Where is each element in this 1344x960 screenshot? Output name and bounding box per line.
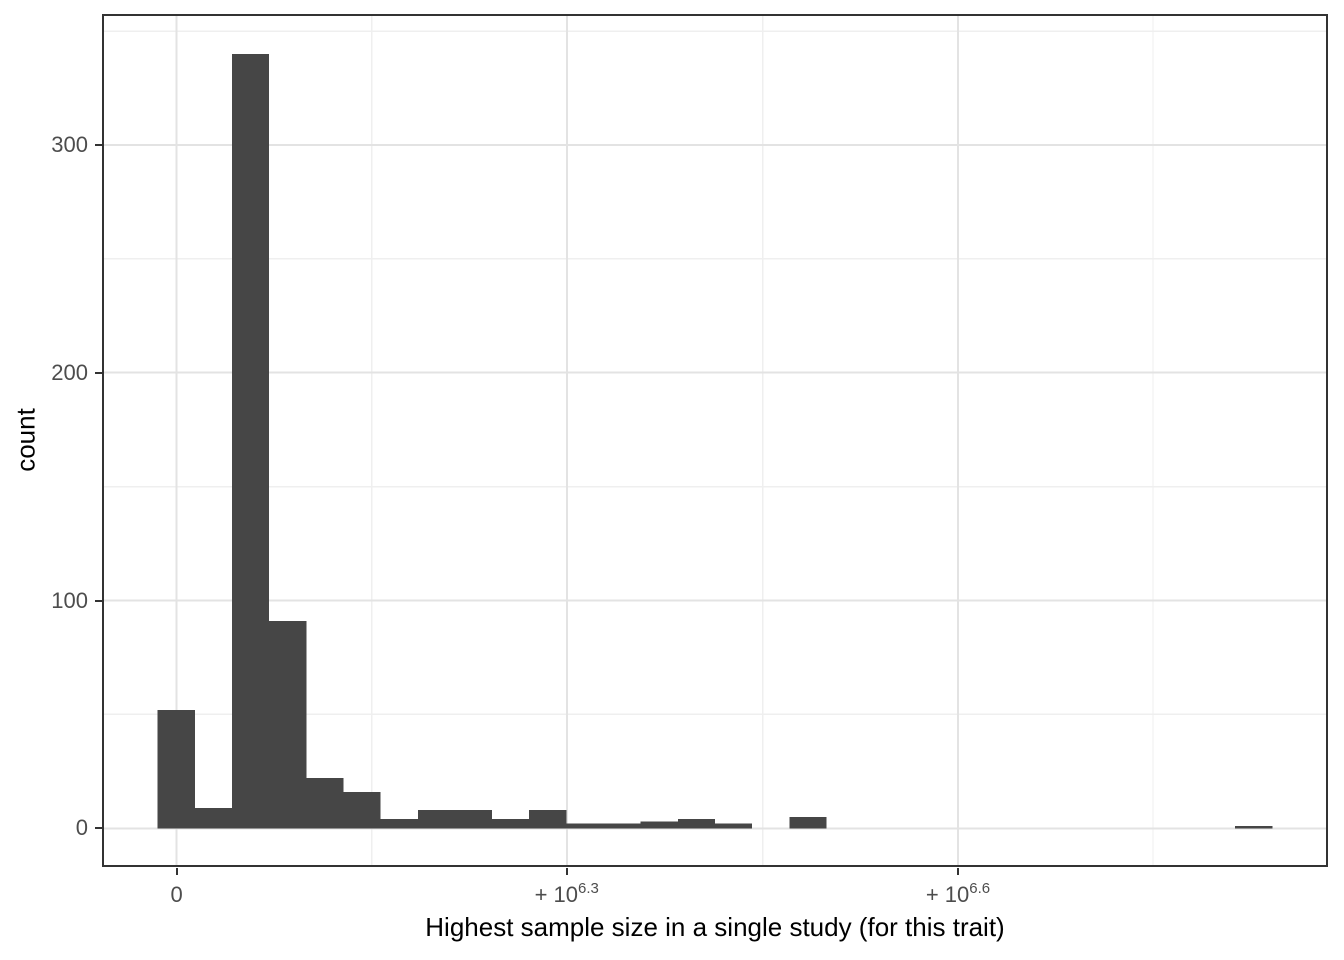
histogram-bar xyxy=(454,810,493,829)
histogram-bar xyxy=(603,823,641,829)
y-tick-label: 300 xyxy=(51,131,88,157)
y-tick-mark xyxy=(95,371,102,374)
histogram-bar xyxy=(194,807,233,829)
x-tick-label: + 106.6 xyxy=(925,880,991,907)
histogram-bar xyxy=(380,819,418,829)
y-axis-title: count xyxy=(10,408,41,472)
y-tick-mark xyxy=(95,827,102,830)
y-tick-mark xyxy=(95,143,102,146)
x-tick-label: 0 xyxy=(170,882,183,907)
histogram-bar xyxy=(529,810,567,829)
histogram-bar xyxy=(306,778,344,829)
x-tick-mark xyxy=(956,868,959,875)
y-tick-label: 0 xyxy=(75,815,88,841)
histogram-bar xyxy=(566,823,604,829)
y-tick-mark xyxy=(95,599,102,602)
x-tick-mark xyxy=(175,868,178,875)
y-tick-label: 200 xyxy=(51,359,88,385)
x-tick-label: + 106.3 xyxy=(534,880,599,907)
histogram-bar xyxy=(640,821,678,829)
plot-area xyxy=(102,14,1328,867)
histogram-bar xyxy=(417,810,455,829)
x-tick-superscript: 6.3 xyxy=(578,880,599,897)
histogram-bar xyxy=(343,791,381,829)
histogram-bar xyxy=(157,709,195,829)
histogram-bar xyxy=(677,819,715,829)
x-tick-superscript: 6.6 xyxy=(969,880,991,897)
y-tick-label: 100 xyxy=(51,587,88,613)
x-tick-mark xyxy=(565,868,568,875)
histogram-bar xyxy=(789,816,827,829)
histogram-bar xyxy=(715,823,753,829)
histogram-bar xyxy=(492,819,530,829)
x-axis-title: Highest sample size in a single study (f… xyxy=(425,912,1005,942)
histogram-bar xyxy=(269,621,307,829)
histogram-bar xyxy=(232,53,270,829)
histogram-bar xyxy=(1235,826,1273,829)
